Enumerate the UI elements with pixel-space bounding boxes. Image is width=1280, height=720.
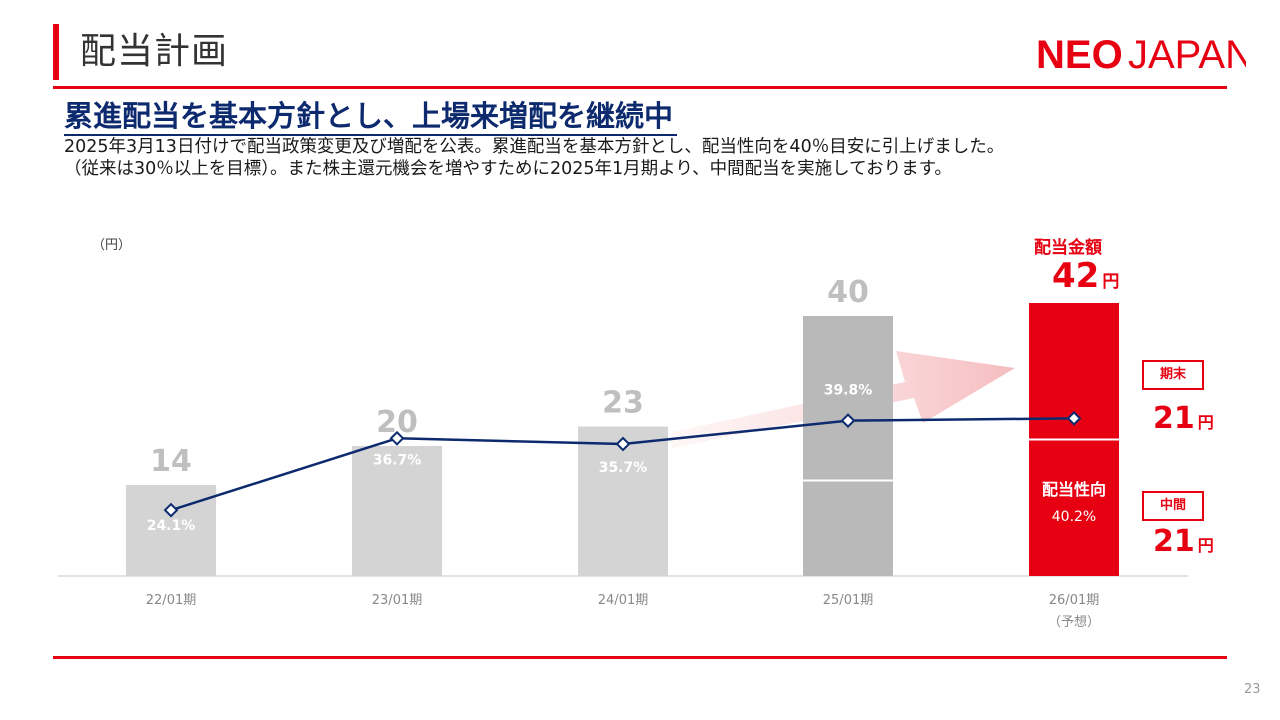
forecast-total-label: 配当金額: [1034, 238, 1102, 258]
lead-line-2: （従来は30％以上を目標）。また株主還元機会を増やすために2025年1月期より、…: [64, 159, 952, 179]
payout-label-1: 36.7%: [373, 452, 422, 468]
bar-25-year-end: [803, 316, 893, 481]
payout-point-4: [1066, 410, 1082, 426]
x-tick-label-4: 26/01期: [1049, 593, 1099, 608]
payout-label-2: 35.7%: [599, 460, 648, 476]
bar-value-label-3: 40: [827, 275, 869, 310]
title-accent-bar: [53, 24, 59, 80]
payout-label-3: 39.8%: [824, 383, 873, 399]
interim-tag: 中間: [1142, 491, 1204, 521]
payout-point-1: [389, 430, 405, 446]
bar-value-label-1: 20: [376, 405, 418, 440]
x-tick-label-1: 23/01期: [372, 593, 422, 608]
payout-point-2: [615, 436, 631, 452]
bottom-divider: [53, 656, 1227, 659]
page-title: 配当計画: [80, 31, 229, 72]
logo-japan: JAPAN: [1128, 33, 1246, 76]
year-end-yen: 円: [1197, 413, 1214, 432]
payout-label-0: 24.1%: [147, 518, 196, 534]
interim-yen: 円: [1197, 536, 1214, 555]
bar-1: [352, 446, 442, 576]
interim-number: 21: [1153, 524, 1195, 559]
payout-point-3: [840, 413, 856, 429]
bar-value-label-2: 23: [602, 386, 644, 421]
bar-25-interim: [803, 480, 893, 576]
x-tick-label-0: 22/01期: [146, 593, 196, 608]
forecast-total-number: 42: [1052, 256, 1100, 296]
bar-value-label-0: 14: [150, 444, 192, 479]
x-tick-label-3: 25/01期: [823, 593, 873, 608]
payout-point-0: [163, 502, 179, 518]
payout-label-4: 40.2%: [1052, 509, 1096, 525]
year-end-number: 21: [1153, 401, 1195, 436]
interim-value: 21 円: [1153, 525, 1214, 563]
logo-neo: NEO: [1036, 33, 1123, 76]
page-number: 23: [1244, 682, 1261, 697]
y-unit-label: （円）: [92, 238, 132, 253]
year-end-tag: 期末: [1142, 360, 1204, 390]
neojapan-logo: NEO JAPAN: [1036, 33, 1246, 76]
forecast-total-value: 42 円: [1052, 256, 1119, 302]
forecast-total-yen: 円: [1102, 272, 1120, 292]
forecast-payout-caption: 配当性向: [1042, 480, 1106, 499]
bar-26-interim: [1029, 439, 1119, 576]
x-tick-note-4: （予想）: [1048, 614, 1100, 630]
top-divider: [53, 86, 1227, 89]
lead-line-1: 2025年3月13日付けで配当政策変更及び増配を公表。累進配当を基本方針とし、配…: [64, 137, 1005, 157]
lead-text: 2025年3月13日付けで配当政策変更及び増配を公表。累進配当を基本方針とし、配…: [64, 136, 1004, 180]
headline: 累進配当を基本方針とし、上場来増配を継続中: [64, 98, 678, 136]
year-end-value: 21 円: [1153, 402, 1214, 440]
x-tick-label-2: 24/01期: [598, 593, 648, 608]
